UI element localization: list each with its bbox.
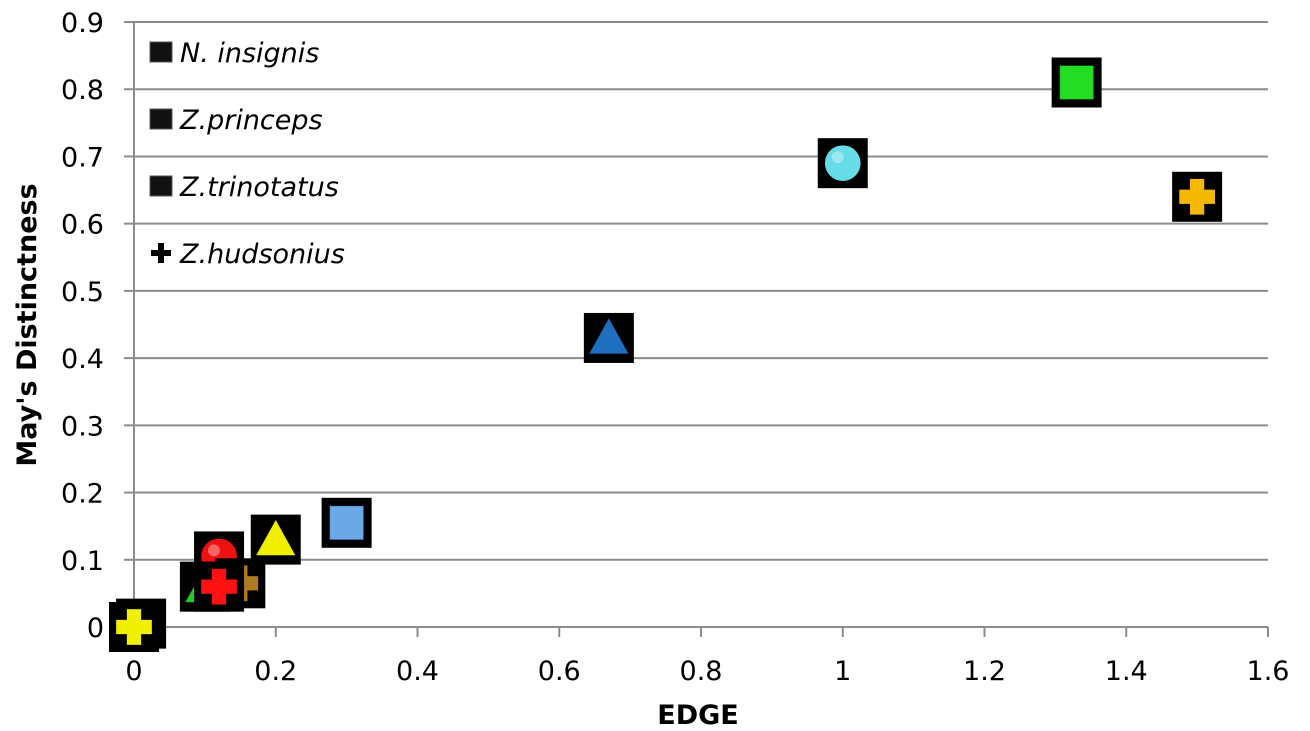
y-tick-label: 0.6 [61,210,104,241]
legend-entry: Z.princeps [149,105,323,136]
x-tick-label: 1.4 [1105,656,1148,687]
data-point-triangle [583,312,634,363]
y-tick-label: 0.4 [61,344,104,375]
legend-entry: N. insignis [149,38,319,69]
x-tick-label: 1.2 [963,656,1006,687]
y-tick-label: 0 [87,613,104,644]
legend-label: Z.hudsonius [179,239,345,270]
legend: N. insignis Z.princeps Z.trinotatus Z.hudso… [149,38,345,270]
y-tick-label: 0.8 [61,75,104,106]
y-tick-label: 0.7 [61,142,104,173]
x-tick-label: 0.6 [538,656,581,687]
data-points [109,57,1223,652]
x-axis-title: EDGE [657,700,738,731]
legend-square-icon [149,41,173,63]
legend-label: Z.trinotatus [179,172,339,203]
x-tick-label: 1 [834,656,851,687]
x-tick-label: 0.2 [254,656,297,687]
tick-labels: 0 0.1 0.2 0.3 0.4 0.5 0.6 0.7 0.8 0.9 0 0.2 0.4 0.6 0.… [61,8,1289,687]
data-point-plus [194,561,245,612]
legend-square-icon [149,175,173,197]
legend-square-icon [149,108,173,130]
x-tick-label: 0.8 [680,656,723,687]
data-point-square [1051,57,1102,108]
y-axis-title: May's Distinctness [12,183,43,466]
y-tick-label: 0.5 [61,277,104,308]
data-point-circle [817,138,868,189]
data-point-plus [109,602,159,652]
y-tick-label: 0.3 [61,411,104,442]
legend-entry: Z.trinotatus [149,172,339,203]
data-point-plus [1172,171,1223,222]
data-point-square [321,497,372,548]
x-tick-label: 1.6 [1247,656,1290,687]
grid-lines [134,21,1268,561]
y-tick-label: 0.1 [61,546,104,577]
legend-label: N. insignis [180,38,319,69]
axes [124,21,1269,637]
data-point-triangle [250,514,301,565]
x-tick-label: 0 [125,656,142,687]
y-tick-label: 0.2 [61,479,104,510]
x-tick-label: 0.4 [396,656,439,687]
y-tick-label: 0.9 [61,8,104,39]
legend-entry: Z.hudsonius [151,239,345,270]
legend-label: Z.princeps [179,105,323,136]
